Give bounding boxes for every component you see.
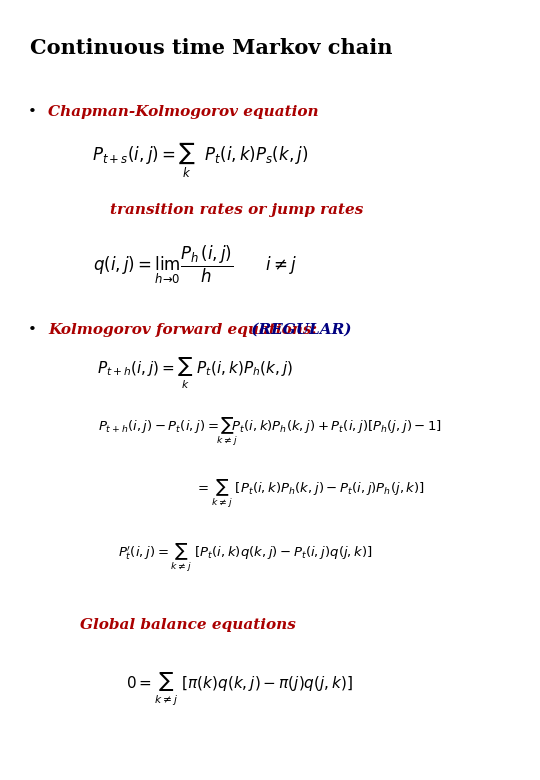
Text: $0 = \sum_{k \neq j} \ [\pi(k)q(k,j) - \pi(j)q(j,k)]$: $0 = \sum_{k \neq j} \ [\pi(k)q(k,j) - \… (126, 672, 354, 708)
Text: •: • (28, 105, 37, 119)
Text: $P_{t+h}(i,j) = \sum_k \ P_t(i,k)P_h(k,j)$: $P_{t+h}(i,j) = \sum_k \ P_t(i,k)P_h(k,j… (97, 357, 293, 391)
Text: $P_{t+h}(i,j)-P_t(i,j) = \!\!\sum_{k \neq j}\!\! P_t(i,k)P_h(k,j)+P_t(i,j)[P_h(j: $P_{t+h}(i,j)-P_t(i,j) = \!\!\sum_{k \ne… (98, 416, 442, 448)
Text: Chapman-Kolmogorov equation: Chapman-Kolmogorov equation (48, 105, 319, 119)
Text: $P_{t+s}(i,j) = \sum_k \ \ P_t(i,k)P_s(k,j)$: $P_{t+s}(i,j) = \sum_k \ \ P_t(i,k)P_s(k… (92, 140, 308, 180)
Text: Kolmogorov forward equations:: Kolmogorov forward equations: (48, 323, 317, 337)
Text: $= \sum_{k \neq j} \ [P_t(i,k)P_h(k,j) - P_t(i,j)P_h(j,k)]$: $= \sum_{k \neq j} \ [P_t(i,k)P_h(k,j) -… (195, 478, 425, 510)
Text: $q(i,j) = \lim_{h \to 0} \dfrac{P_h(i,j)}{h} \qquad i \neq j$: $q(i,j) = \lim_{h \to 0} \dfrac{P_h(i,j)… (93, 244, 298, 286)
Text: Continuous time Markov chain: Continuous time Markov chain (30, 38, 393, 58)
Text: transition rates or jump rates: transition rates or jump rates (110, 203, 363, 217)
Text: Global balance equations: Global balance equations (80, 618, 296, 632)
Text: $P_t'(i,j) = \sum_{k \neq j} \ [P_t(i,k)q(k,j) - P_t(i,j)q(j,k)]$: $P_t'(i,j) = \sum_{k \neq j} \ [P_t(i,k)… (118, 542, 372, 574)
Text: •: • (28, 323, 37, 337)
Text: (REGULAR): (REGULAR) (246, 323, 352, 337)
